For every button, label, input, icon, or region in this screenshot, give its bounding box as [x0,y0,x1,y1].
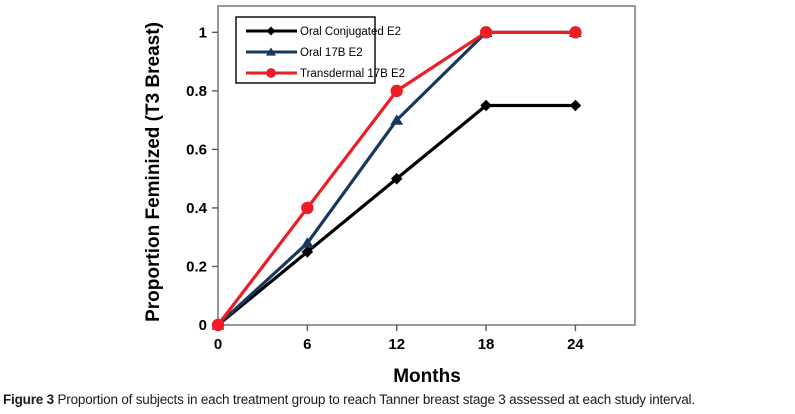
legend: Oral Conjugated E2 Oral 17B E2 Transdermal… [235,16,405,84]
x-tick-label: 6 [303,336,311,353]
figure-3-chart: 0 0.2 0.4 0.6 0.8 1 0 6 12 18 24 Months Proportio… [143,5,636,387]
series-0-marker [301,246,314,258]
y-tick-label: 0.2 [186,258,207,275]
legend-entries: Oral Conjugated E2 Oral 17B E2 Transdermal… [246,26,405,80]
figure-caption-label: Figure 3 [3,392,54,407]
plot-area [217,5,636,326]
x-tick-label: 12 [388,336,405,353]
series-0-marker [569,99,582,112]
series-0-marker [390,172,403,185]
series-2-marker [390,84,403,98]
legend-entry-label: Oral Conjugated E2 [300,26,401,38]
data-series [211,26,582,332]
x-tick-label: 18 [478,336,495,353]
x-axis-title: Months [393,366,461,387]
x-tick-label: 24 [567,336,584,353]
y-tick-label: 0 [199,317,207,334]
series-0-marker [480,99,492,112]
series-1-marker [300,237,314,248]
y-tick-label: 1 [199,24,207,41]
figure-caption: Figure 3 Proportion of subjects in each … [3,391,792,409]
y-tick-label: 0.6 [186,141,207,158]
legend-sample-marker [266,68,276,78]
legend-entry-label: Transdermal 17B E2 [300,68,405,80]
series-1-marker [390,114,404,125]
series-2-marker [479,26,493,39]
y-tick-label: 0.8 [186,83,207,100]
legend-sample-marker [266,26,276,36]
series-2-marker [211,318,225,332]
legend-sample-marker [266,47,276,56]
y-axis-ticks: 0 0.2 0.4 0.6 0.8 1 [186,24,218,334]
y-axis-title: Proportion Feminized (T3 Breast) [143,22,164,322]
x-axis-ticks: 0 6 12 18 24 [214,325,584,353]
series-0-line [216,103,576,327]
y-tick-label: 0.4 [186,200,208,217]
series-2-marker [301,201,314,215]
series-2-marker [569,26,582,39]
figure-caption-text: Proportion of subjects in each treatment… [57,392,695,407]
x-tick-label: 0 [214,336,222,353]
legend-entry-label: Oral 17B E2 [300,47,363,59]
